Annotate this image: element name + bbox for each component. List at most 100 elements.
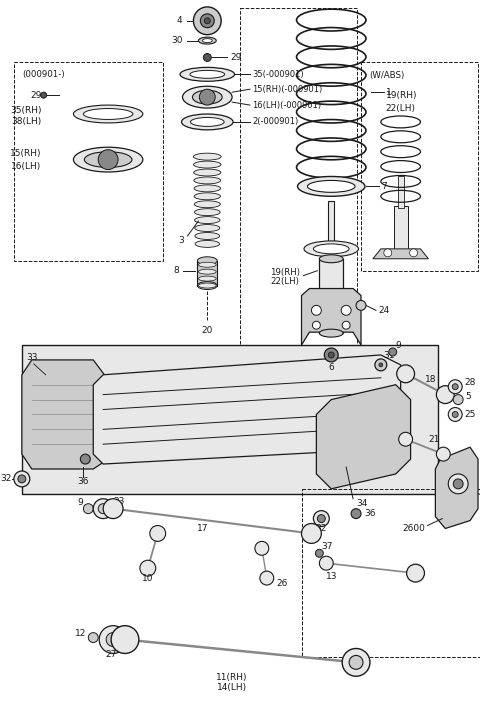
Polygon shape xyxy=(22,360,108,469)
Circle shape xyxy=(98,150,118,170)
Text: 24: 24 xyxy=(378,306,389,315)
Bar xyxy=(341,414,396,464)
Text: 2600: 2600 xyxy=(403,524,425,533)
Bar xyxy=(361,62,478,271)
Circle shape xyxy=(193,7,221,34)
Circle shape xyxy=(448,474,468,494)
Text: 18: 18 xyxy=(425,375,436,384)
Text: 9: 9 xyxy=(78,498,84,508)
Circle shape xyxy=(453,479,463,489)
Circle shape xyxy=(98,504,108,514)
Bar xyxy=(398,177,404,208)
Circle shape xyxy=(319,557,333,570)
Circle shape xyxy=(375,359,387,371)
Circle shape xyxy=(199,89,215,105)
Circle shape xyxy=(14,471,30,487)
Circle shape xyxy=(349,655,363,669)
Text: 6: 6 xyxy=(328,363,334,372)
Text: 11(RH): 11(RH) xyxy=(216,673,248,682)
Text: 20: 20 xyxy=(202,326,213,334)
Text: 9: 9 xyxy=(396,341,401,350)
Circle shape xyxy=(351,509,361,519)
Bar xyxy=(197,261,217,285)
Text: 25: 25 xyxy=(464,410,476,419)
Text: 29: 29 xyxy=(30,90,42,100)
Ellipse shape xyxy=(194,200,220,207)
Ellipse shape xyxy=(193,153,221,160)
Circle shape xyxy=(409,249,418,257)
Circle shape xyxy=(312,321,320,329)
Ellipse shape xyxy=(198,269,216,274)
Ellipse shape xyxy=(195,233,220,240)
Text: (W/ABS): (W/ABS) xyxy=(369,71,404,80)
Ellipse shape xyxy=(198,283,216,288)
Text: 21: 21 xyxy=(429,435,440,444)
Circle shape xyxy=(111,626,139,653)
Circle shape xyxy=(436,386,454,404)
Circle shape xyxy=(324,348,338,362)
Text: 36: 36 xyxy=(78,477,89,486)
Bar xyxy=(301,489,480,658)
Text: 27: 27 xyxy=(106,650,117,659)
Polygon shape xyxy=(316,385,410,489)
Text: 10: 10 xyxy=(142,573,154,583)
Ellipse shape xyxy=(195,240,219,247)
Ellipse shape xyxy=(197,257,217,265)
Ellipse shape xyxy=(194,185,221,192)
Circle shape xyxy=(313,510,329,526)
Ellipse shape xyxy=(191,118,224,126)
Text: 8: 8 xyxy=(174,266,180,275)
Text: 12: 12 xyxy=(75,629,86,638)
Circle shape xyxy=(80,454,90,464)
Ellipse shape xyxy=(198,276,216,281)
Circle shape xyxy=(140,560,156,576)
Circle shape xyxy=(150,526,166,541)
Text: 22(LH): 22(LH) xyxy=(386,104,416,113)
Circle shape xyxy=(103,498,123,519)
Ellipse shape xyxy=(194,177,221,184)
Text: 29: 29 xyxy=(230,53,241,62)
Circle shape xyxy=(317,515,325,522)
Text: 1: 1 xyxy=(386,88,392,97)
Circle shape xyxy=(315,550,324,557)
Circle shape xyxy=(452,411,458,417)
Ellipse shape xyxy=(308,180,355,192)
Circle shape xyxy=(379,363,383,367)
Polygon shape xyxy=(373,249,429,259)
Bar xyxy=(240,8,357,345)
Circle shape xyxy=(84,504,93,514)
Ellipse shape xyxy=(180,67,235,81)
Ellipse shape xyxy=(319,329,343,337)
Ellipse shape xyxy=(194,209,220,216)
Text: 26: 26 xyxy=(276,578,288,587)
Text: 15(RH): 15(RH) xyxy=(10,149,42,158)
Ellipse shape xyxy=(73,105,143,123)
Ellipse shape xyxy=(198,262,216,267)
Text: 37: 37 xyxy=(321,542,333,551)
Text: (000901-): (000901-) xyxy=(22,70,64,79)
Circle shape xyxy=(41,92,47,98)
Circle shape xyxy=(260,571,274,585)
Ellipse shape xyxy=(84,151,132,168)
Text: 16(LH)(-000901): 16(LH)(-000901) xyxy=(252,100,321,109)
Text: 36: 36 xyxy=(364,509,375,518)
Circle shape xyxy=(255,541,269,555)
Text: 13: 13 xyxy=(326,571,338,580)
Circle shape xyxy=(18,475,26,483)
Text: 30: 30 xyxy=(171,36,182,45)
Ellipse shape xyxy=(194,193,220,200)
Ellipse shape xyxy=(319,254,343,263)
Ellipse shape xyxy=(195,224,220,231)
Ellipse shape xyxy=(190,70,225,79)
Circle shape xyxy=(88,632,98,643)
Text: 2(-000901): 2(-000901) xyxy=(252,118,298,126)
Bar xyxy=(14,62,163,261)
Circle shape xyxy=(399,433,413,447)
Text: 35(RH): 35(RH) xyxy=(10,106,42,114)
Text: 31: 31 xyxy=(383,351,394,360)
Bar xyxy=(394,206,408,251)
Bar xyxy=(319,259,343,333)
Circle shape xyxy=(384,249,392,257)
Polygon shape xyxy=(301,289,361,345)
Circle shape xyxy=(453,395,463,404)
